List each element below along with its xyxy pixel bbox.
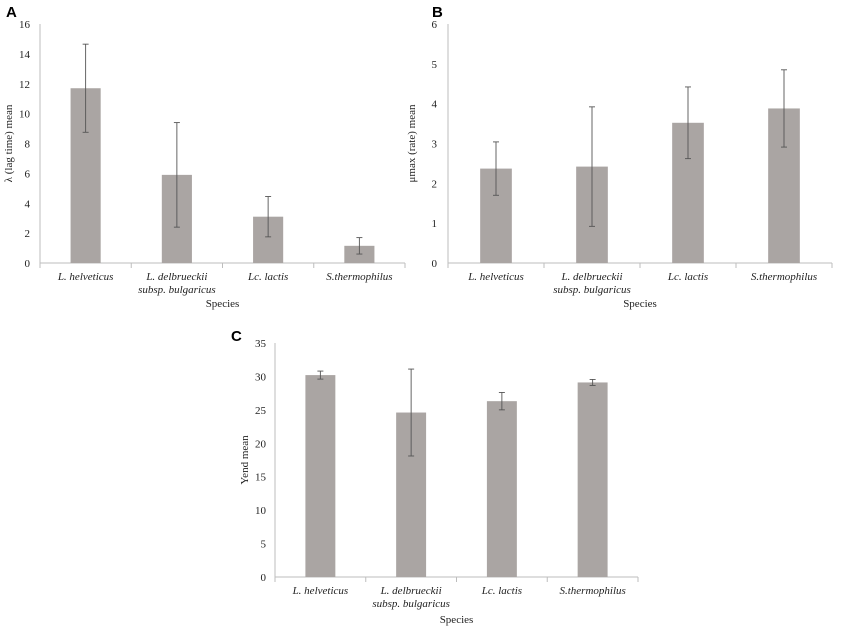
panel-title: A — [6, 4, 17, 21]
x-tick-label: S.thermophilus — [751, 271, 817, 283]
y-tick-label: 16 — [19, 19, 31, 31]
x-tick-label: L. helveticus — [57, 271, 114, 283]
panel-title: B — [432, 4, 443, 21]
bar — [305, 375, 336, 577]
error-bar — [498, 392, 505, 411]
chart-A: A 0 2 4 6 8 10 12 14 16 L. helveticus L. delbruecki… — [3, 4, 406, 310]
y-axis-title: λ (lag time) mean — [3, 104, 15, 182]
error-bar — [685, 86, 691, 160]
y-tick-label: 0 — [25, 258, 31, 270]
panel-title: C — [231, 328, 242, 345]
error-bar — [781, 69, 787, 148]
y-tick-label: 10 — [19, 109, 31, 121]
y-tick-label: 2 — [432, 178, 438, 190]
y-tick-label: 1 — [432, 218, 438, 230]
error-bar — [589, 106, 595, 227]
y-axis-title: Yend mean — [239, 435, 251, 485]
x-tick-label: L. helveticus — [292, 585, 349, 597]
x-tick-label: Lc. lactis — [247, 271, 288, 283]
y-tick-label: 8 — [25, 139, 31, 151]
y-tick-label: 25 — [255, 405, 267, 417]
error-bar — [356, 237, 363, 255]
x-axis-title: Species — [206, 298, 240, 310]
y-tick-label: 12 — [19, 79, 30, 91]
error-bar — [317, 370, 324, 380]
y-tick-label: 5 — [261, 539, 267, 551]
x-axis-title: Species — [440, 614, 474, 626]
x-axis-title: Species — [623, 298, 657, 310]
y-tick-label: 0 — [261, 572, 267, 584]
x-tick-label: L. delbrueckii subsp. bulgaricus — [138, 271, 216, 296]
y-tick-label: 2 — [25, 228, 31, 240]
y-tick-label: 3 — [432, 139, 438, 151]
error-bar — [82, 43, 89, 133]
error-bar — [173, 122, 180, 228]
chart-C: C 0 5 10 15 20 25 30 35 L. helveticus L. delbrueck… — [231, 328, 639, 626]
bar — [577, 382, 608, 577]
y-tick-label: 4 — [432, 99, 438, 111]
x-tick-label: L. delbrueckii subsp. bulgaricus — [553, 271, 631, 296]
error-bar — [265, 196, 272, 238]
y-tick-label: 30 — [255, 371, 267, 383]
x-tick-label: Lc. lactis — [481, 585, 522, 597]
y-tick-label: 35 — [255, 338, 267, 350]
chart-B: B 0 1 2 3 4 5 6 L. helveticus L. delbrueckii subsp… — [406, 4, 833, 310]
y-tick-label: 14 — [19, 49, 31, 61]
bar — [486, 401, 517, 577]
error-bar — [493, 141, 499, 196]
y-tick-label: 10 — [255, 505, 267, 517]
error-bar — [408, 368, 415, 457]
y-tick-label: 4 — [25, 198, 31, 210]
y-tick-label: 0 — [432, 258, 438, 270]
x-tick-label: S.thermophilus — [326, 271, 392, 283]
y-tick-label: 6 — [432, 19, 438, 31]
x-tick-label: Lc. lactis — [667, 271, 708, 283]
y-tick-label: 15 — [255, 472, 267, 484]
y-tick-label: 6 — [25, 168, 31, 180]
x-tick-label: L. delbrueckii subsp. bulgaricus — [372, 585, 450, 610]
x-tick-label: L. helveticus — [467, 271, 524, 283]
error-bar — [589, 378, 596, 386]
y-axis-title: μmax (rate) mean — [406, 104, 418, 182]
y-tick-label: 20 — [255, 438, 267, 450]
y-tick-label: 5 — [432, 59, 438, 71]
x-tick-label: S.thermophilus — [559, 585, 625, 597]
